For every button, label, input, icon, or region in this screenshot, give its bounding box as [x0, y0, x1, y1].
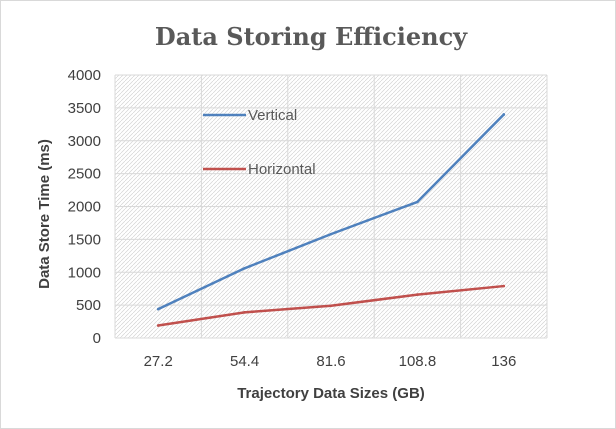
y-tick-label: 3000 — [68, 133, 101, 150]
x-tick-label: 81.6 — [316, 353, 345, 370]
x-tick-label: 54.4 — [230, 353, 259, 370]
legend-label-horizontal: Horizontal — [248, 161, 316, 178]
x-tick-label: 27.2 — [144, 353, 173, 370]
data-point-horizontal — [329, 304, 333, 308]
data-point-horizontal — [416, 293, 419, 296]
x-axis-ticks: 27.2 54.4 81.6 108.8 136 — [144, 353, 517, 370]
y-tick-label: 2000 — [68, 199, 101, 216]
x-axis-label: Trajectory Data Sizes (GB) — [237, 385, 425, 402]
data-point-vertical — [243, 267, 246, 270]
y-tick-label: 2500 — [68, 166, 101, 183]
legend-label-vertical: Vertical — [248, 107, 297, 124]
x-tick-label: 108.8 — [399, 353, 437, 370]
y-tick-label: 1500 — [68, 231, 101, 248]
y-axis-ticks: 0 500 1000 1500 2000 2500 3000 3500 4000 — [68, 67, 101, 347]
x-tick-label: 136 — [491, 353, 516, 370]
data-point-horizontal — [243, 311, 246, 314]
y-axis-label: Data Store Time (ms) — [36, 139, 53, 289]
series-lines — [156, 113, 506, 327]
data-point-vertical — [156, 307, 160, 311]
legend: Vertical Horizontal — [203, 107, 316, 178]
chart-title: Data Storing Efficiency — [155, 22, 468, 51]
y-tick-label: 3500 — [68, 100, 101, 117]
data-point-horizontal — [156, 324, 160, 327]
data-point-vertical — [329, 232, 333, 236]
y-tick-label: 4000 — [68, 67, 101, 84]
series-horizontal — [156, 284, 506, 327]
data-point-horizontal — [502, 284, 506, 288]
data-point-vertical — [416, 200, 419, 204]
data-point-vertical — [502, 113, 506, 116]
y-tick-label: 500 — [76, 297, 101, 314]
y-tick-label: 0 — [93, 330, 101, 347]
series-vertical — [156, 113, 506, 311]
y-tick-label: 1000 — [68, 264, 101, 281]
